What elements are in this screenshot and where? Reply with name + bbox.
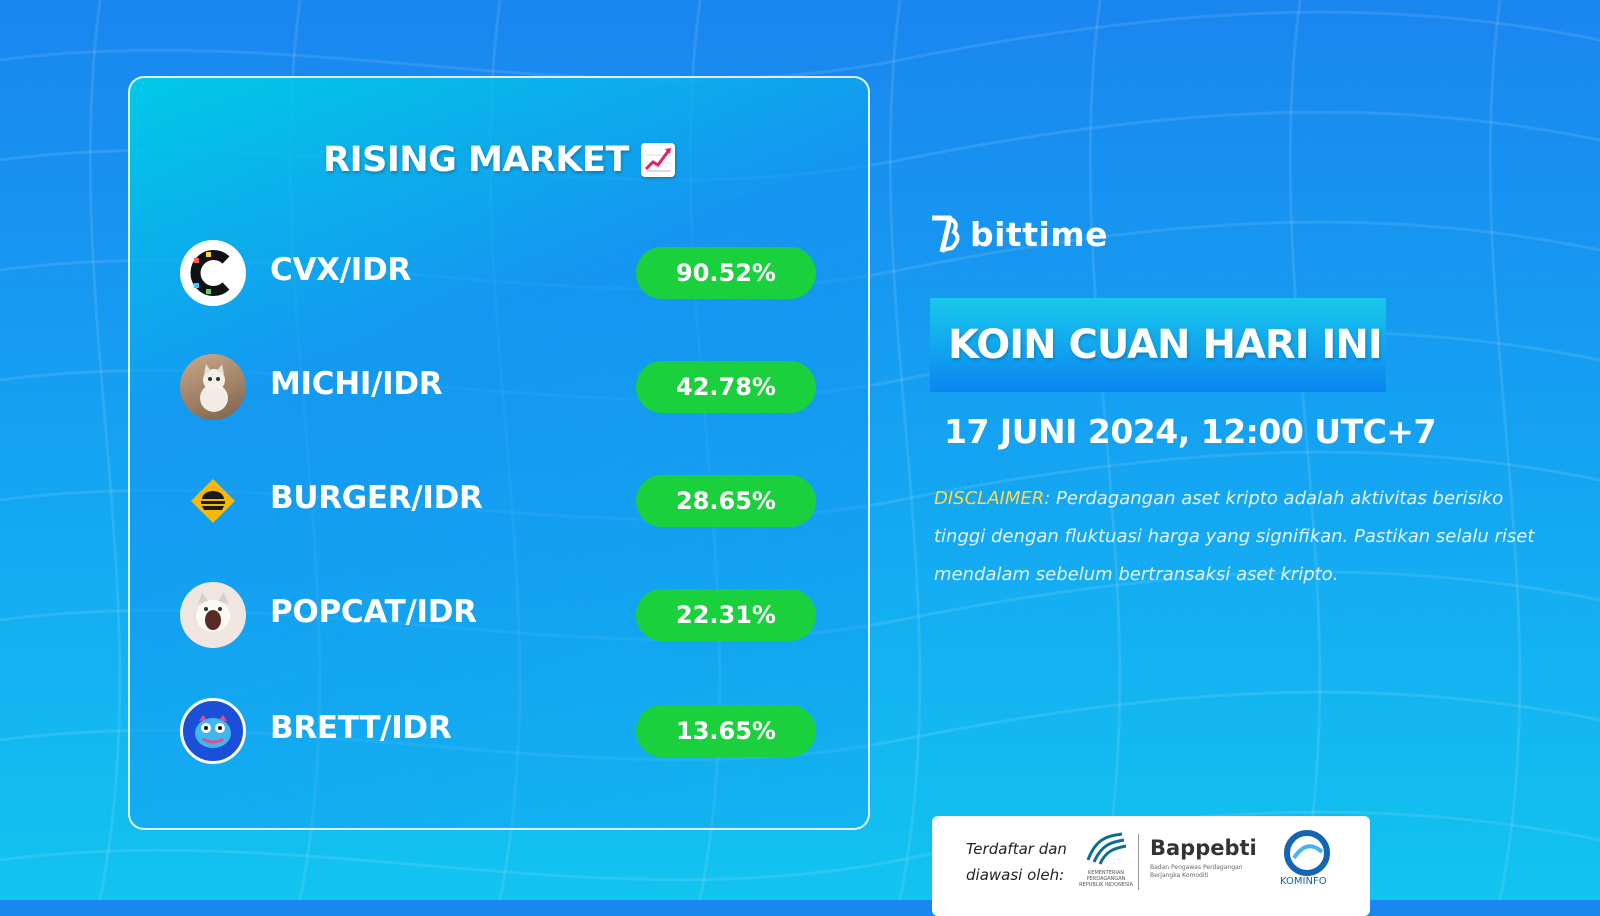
- panel-title-text: RISING MARKET: [323, 140, 629, 180]
- change-badge: 28.65%: [636, 475, 816, 527]
- rising-market-panel: [128, 76, 870, 830]
- kemendag-logo-icon: [1086, 832, 1127, 865]
- change-badge: 22.31%: [636, 589, 816, 641]
- bappebti-label: Bappebti: [1150, 836, 1257, 860]
- list-item: CVX/IDR 90.52%: [180, 240, 820, 308]
- headline-title: KOIN CUAN HARI INI: [948, 322, 1383, 368]
- change-badge: 13.65%: [636, 705, 816, 757]
- michi-cat-icon: [180, 354, 246, 420]
- list-item: MICHI/IDR 42.78%: [180, 354, 820, 422]
- kominfo-label: KOMINFO: [1280, 876, 1327, 887]
- chart-increasing-icon: [640, 143, 675, 177]
- bittime-logo-icon: [932, 215, 960, 253]
- list-item: BURGER/IDR 28.65%: [180, 468, 820, 536]
- disclaimer-text: : Perdagangan aset kripto adalah aktivit…: [934, 488, 1535, 585]
- brand-name: bittime: [970, 214, 1109, 254]
- headline-banner: KOIN CUAN HARI INI: [930, 298, 1386, 392]
- disclaimer: DISCLAIMER: Perdagangan aset kripto adal…: [934, 480, 1544, 594]
- kemendag-label: KEMENTERIAN PERDAGANGAN REPUBLIK INDONES…: [1079, 870, 1133, 888]
- bappebti-subtitle: Badan Pengawas Perdagangan Berjangka Kom…: [1150, 864, 1243, 879]
- burger-icon: [180, 468, 246, 534]
- pair-label: BURGER/IDR: [270, 480, 483, 516]
- pair-label: BRETT/IDR: [270, 710, 452, 746]
- list-item: BRETT/IDR 13.65%: [180, 698, 820, 766]
- list-item: POPCAT/IDR 22.31%: [180, 582, 820, 650]
- brett-icon: [180, 698, 246, 764]
- kominfo-logo-icon: [1284, 830, 1330, 876]
- disclaimer-label: DISCLAIMER: [934, 488, 1045, 509]
- popcat-icon: [180, 582, 246, 648]
- bittime-logo: bittime: [928, 212, 1108, 256]
- pair-label: POPCAT/IDR: [270, 594, 477, 630]
- date-time: 17 JUNI 2024, 12:00 UTC+7: [944, 412, 1436, 451]
- change-badge: 42.78%: [636, 361, 816, 413]
- regulator-card: Terdaftar dan diawasi oleh: KEMENTERIAN …: [932, 816, 1370, 916]
- change-badge: 90.52%: [636, 247, 816, 299]
- pair-label: MICHI/IDR: [270, 366, 443, 402]
- registration-text: Terdaftar dan diawasi oleh:: [966, 840, 1067, 884]
- panel-title: RISING MARKET: [128, 140, 870, 180]
- pair-label: CVX/IDR: [270, 252, 412, 288]
- divider: [1138, 834, 1139, 890]
- convex-icon: [180, 240, 246, 306]
